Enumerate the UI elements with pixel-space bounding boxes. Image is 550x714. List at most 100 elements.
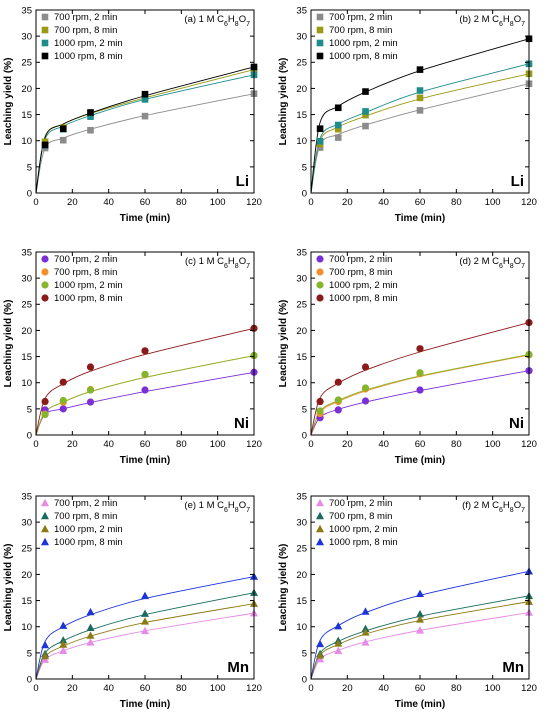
data-point bbox=[416, 626, 424, 634]
y-tick-label: 0 bbox=[302, 188, 307, 199]
legend-marker bbox=[41, 13, 49, 21]
x-tick-label: 80 bbox=[176, 197, 187, 208]
y-tick-label: 25 bbox=[296, 58, 307, 69]
y-tick-label: 35 bbox=[21, 491, 32, 502]
y-tick-label: 35 bbox=[21, 5, 32, 16]
data-point bbox=[59, 125, 67, 132]
data-point bbox=[59, 636, 68, 644]
y-tick-label: 5 bbox=[27, 648, 32, 659]
title-subscript: 7 bbox=[521, 21, 525, 28]
chart-panel: 0 20 40 60 80 100 120 0 5 10 15 20 25 30 35 Time (min) L… bbox=[3, 491, 262, 710]
x-tick-label: 100 bbox=[485, 197, 501, 208]
legend-marker bbox=[41, 281, 49, 289]
y-tick-label: 25 bbox=[296, 300, 307, 311]
x-tick-label: 20 bbox=[67, 439, 78, 450]
legend-label: 1000 rpm, 8 min bbox=[54, 51, 123, 62]
y-tick-label: 20 bbox=[21, 84, 32, 95]
fit-curve bbox=[310, 63, 530, 194]
x-axis-label: Time (min) bbox=[395, 455, 445, 466]
data-point bbox=[416, 615, 424, 623]
x-tick-label: 100 bbox=[210, 439, 226, 450]
title-part: H bbox=[503, 14, 510, 25]
y-axis-label: Leaching yield (%) bbox=[278, 58, 289, 146]
x-tick-label: 20 bbox=[342, 683, 353, 694]
x-tick-label: 40 bbox=[103, 683, 114, 694]
title-part: H bbox=[228, 256, 235, 267]
y-tick-label: 30 bbox=[21, 518, 32, 529]
chart-panel: 0 20 40 60 80 100 120 0 5 10 15 20 25 30 35 Time (min) L… bbox=[3, 5, 262, 224]
data-point bbox=[86, 638, 95, 646]
y-tick-label: 25 bbox=[296, 544, 307, 555]
x-tick-label: 0 bbox=[33, 439, 38, 450]
data-point bbox=[334, 104, 342, 112]
data-point bbox=[362, 108, 369, 115]
data-point bbox=[362, 122, 369, 130]
title-subscript: 6 bbox=[224, 21, 228, 28]
title-part: O bbox=[514, 14, 521, 25]
y-axis-label: Leaching yield (%) bbox=[278, 300, 289, 388]
data-point bbox=[361, 384, 370, 392]
data-point bbox=[416, 94, 424, 102]
title-subscript: 7 bbox=[246, 263, 250, 270]
y-tick-label: 25 bbox=[21, 58, 32, 69]
y-axis-label: Leaching yield (%) bbox=[3, 58, 14, 146]
data-point bbox=[86, 607, 95, 616]
x-tick-label: 20 bbox=[342, 197, 353, 208]
y-tick-label: 35 bbox=[296, 247, 307, 258]
legend-label: 1000 rpm, 2 min bbox=[329, 280, 398, 291]
data-point bbox=[59, 621, 68, 629]
y-tick-label: 15 bbox=[296, 110, 307, 121]
panel-title: (e) 1 M C6H8O7 bbox=[184, 500, 250, 514]
x-tick-label: 80 bbox=[451, 683, 462, 694]
data-point bbox=[86, 631, 95, 639]
y-tick-label: 5 bbox=[302, 162, 307, 173]
data-point bbox=[41, 640, 50, 649]
fit-curve bbox=[310, 354, 530, 436]
legend-label: 1000 rpm, 8 min bbox=[329, 51, 398, 62]
data-point bbox=[41, 141, 49, 149]
data-point bbox=[141, 617, 149, 625]
title-subscript: 8 bbox=[510, 21, 514, 28]
y-tick-label: 30 bbox=[296, 32, 307, 43]
title-subscript: 6 bbox=[499, 21, 503, 28]
data-point bbox=[86, 363, 95, 371]
legend-label: 1000 rpm, 8 min bbox=[329, 293, 398, 304]
data-point bbox=[316, 639, 325, 648]
x-tick-label: 40 bbox=[103, 197, 114, 208]
data-point bbox=[334, 406, 342, 414]
data-point bbox=[316, 144, 324, 151]
title-subscript: 7 bbox=[246, 21, 250, 28]
element-label: Ni bbox=[234, 415, 249, 432]
y-tick-label: 35 bbox=[21, 247, 32, 258]
title-subscript: 6 bbox=[499, 507, 503, 514]
data-point bbox=[416, 66, 424, 73]
data-point bbox=[141, 112, 149, 120]
legend-label: 1000 rpm, 2 min bbox=[54, 280, 123, 291]
data-point bbox=[141, 386, 149, 394]
y-tick-label: 30 bbox=[21, 32, 32, 43]
fit-curve bbox=[35, 371, 255, 436]
legend-marker bbox=[316, 52, 324, 60]
legend-marker bbox=[316, 39, 324, 47]
x-tick-label: 120 bbox=[521, 683, 537, 694]
fit-curve bbox=[310, 354, 530, 436]
y-tick-label: 5 bbox=[302, 404, 307, 415]
data-point bbox=[141, 626, 149, 635]
legend-marker bbox=[41, 524, 49, 533]
legend-label: 700 rpm, 8 min bbox=[54, 267, 117, 278]
title-part: H bbox=[503, 500, 510, 511]
element-label: Li bbox=[236, 173, 249, 190]
x-tick-label: 120 bbox=[246, 683, 262, 694]
legend-marker bbox=[316, 26, 324, 34]
y-tick-label: 20 bbox=[21, 570, 32, 581]
chart-panel: 0 20 40 60 80 100 120 0 5 10 15 20 25 30 35 Time (min) L… bbox=[3, 247, 262, 466]
x-tick-label: 40 bbox=[378, 197, 389, 208]
data-point bbox=[361, 607, 370, 615]
fit-curve bbox=[310, 570, 530, 680]
x-tick-label: 60 bbox=[415, 683, 426, 694]
x-axis-label: Time (min) bbox=[120, 213, 170, 224]
y-tick-label: 0 bbox=[302, 430, 307, 441]
data-point bbox=[334, 134, 342, 141]
data-point bbox=[141, 370, 149, 378]
title-part: O bbox=[514, 256, 521, 267]
